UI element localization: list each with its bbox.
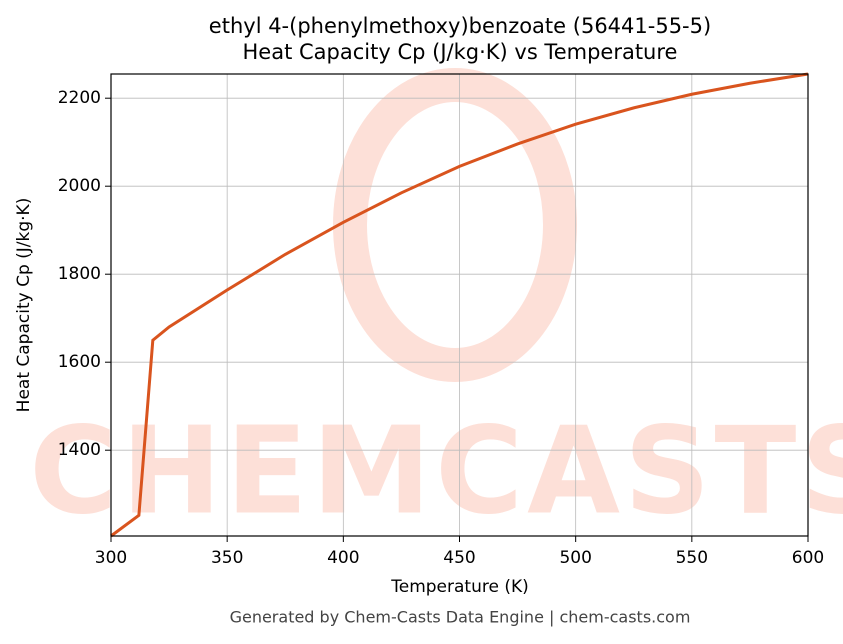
- y-tick-label: 1600: [58, 352, 101, 372]
- x-tick-label: 450: [443, 548, 475, 568]
- y-tick-label: 1800: [58, 264, 101, 284]
- watermark-logo: [333, 68, 577, 382]
- watermark: CHEMCASTS: [29, 403, 843, 542]
- x-tick-label: 400: [327, 548, 359, 568]
- x-tick-label: 300: [95, 548, 127, 568]
- footer: Generated by Chem-Casts Data Engine | ch…: [230, 608, 691, 627]
- x-axis-label: Temperature (K): [390, 577, 529, 597]
- y-tick-label: 2200: [58, 88, 101, 108]
- data-line: [110, 72, 809, 538]
- x-tick-label: 350: [211, 548, 243, 568]
- chart-title: ethyl 4-(phenylmethoxy)benzoate (56441-5…: [209, 14, 711, 38]
- x-tick-label: 500: [559, 548, 591, 568]
- x-tick-label: 550: [676, 548, 708, 568]
- x-tick-label: 600: [792, 548, 824, 568]
- y-axis-label: Heat Capacity Cp (J/kg·K): [14, 198, 34, 413]
- chart-subtitle: Heat Capacity Cp (J/kg·K) vs Temperature: [243, 40, 678, 64]
- y-tick-label: 2000: [58, 176, 101, 196]
- plot-frame: [110, 73, 809, 537]
- y-tick-label: 1400: [58, 440, 101, 460]
